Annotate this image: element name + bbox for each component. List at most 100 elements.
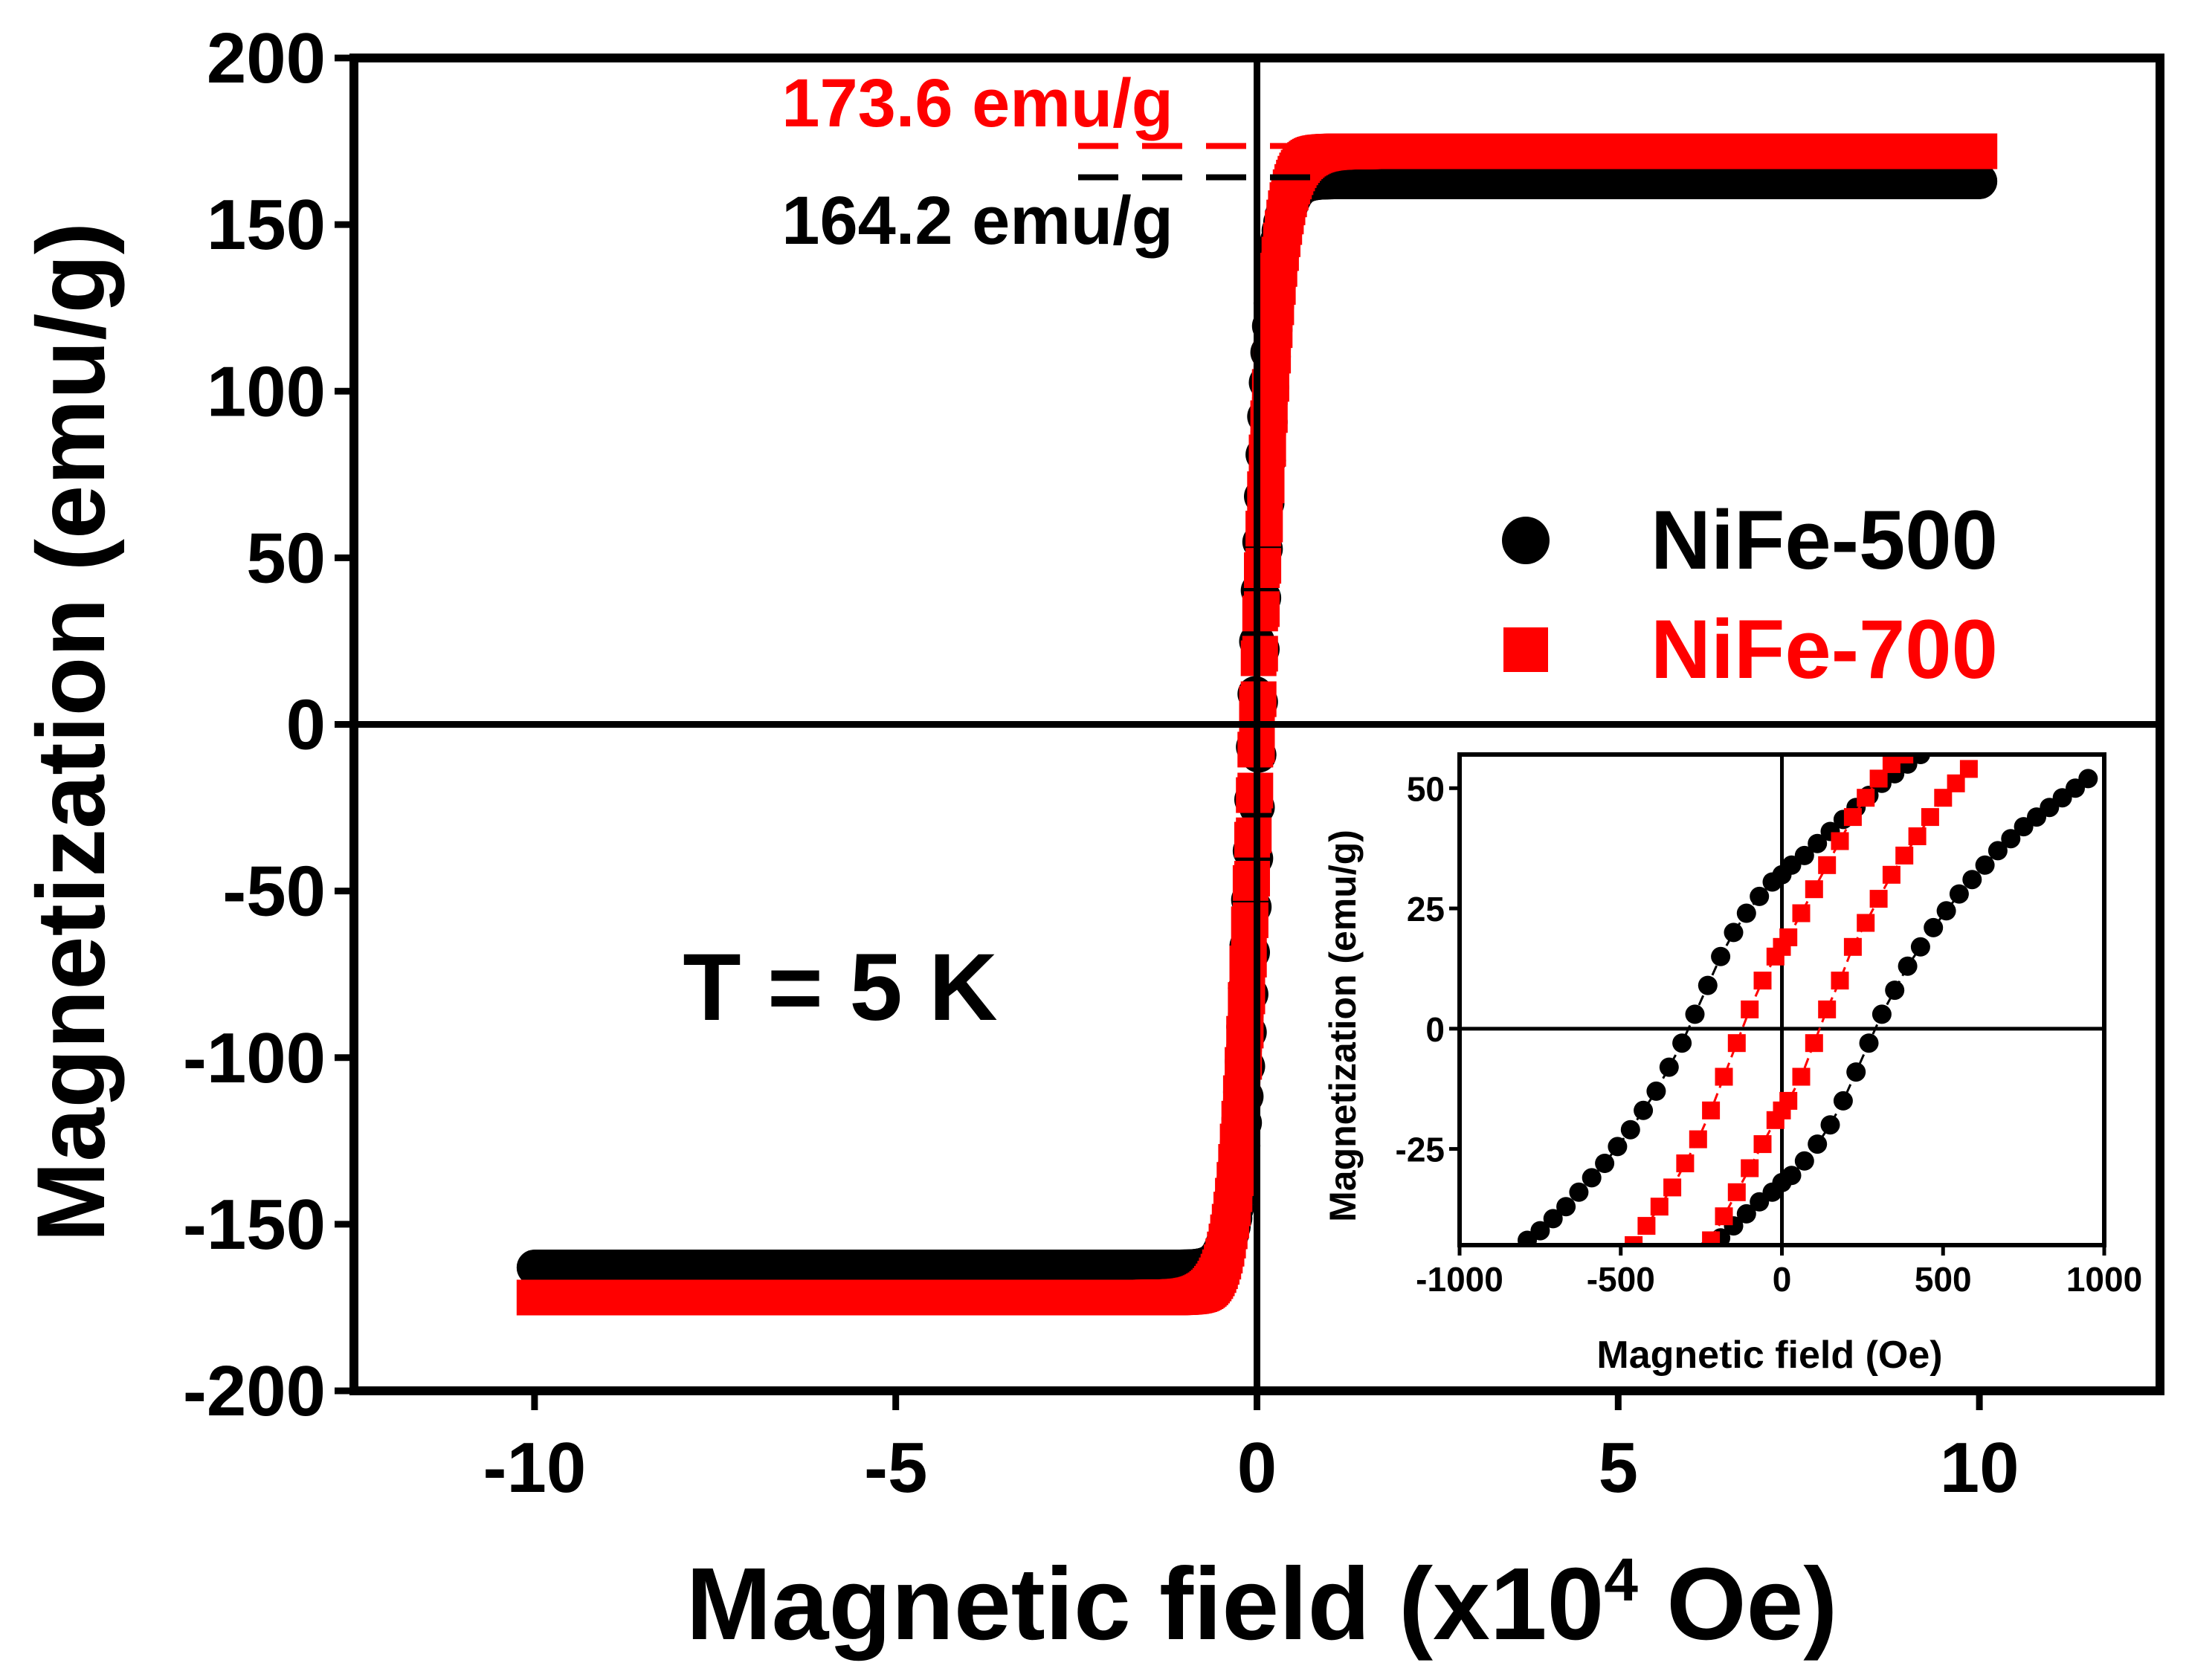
main-x-tick-label: 5 bbox=[1599, 1428, 1638, 1508]
main-x-axis-title-text: Magnetic field (x10 bbox=[686, 1547, 1605, 1661]
inset-y-tick-label: 25 bbox=[1407, 890, 1445, 928]
inset-point-nife-500 bbox=[1620, 1120, 1640, 1140]
inset-point-nife-700 bbox=[1689, 1130, 1707, 1148]
inset-point-nife-500 bbox=[1949, 884, 1969, 904]
legend-marker-nife-700 bbox=[1503, 627, 1548, 672]
inset-point-nife-500 bbox=[1833, 1091, 1853, 1111]
inset-point-nife-700 bbox=[1792, 904, 1811, 923]
inset-data-region bbox=[1460, 755, 2104, 1293]
inset-point-nife-500 bbox=[1672, 1033, 1692, 1053]
inset-x-axis-title: Magnetic field (Oe) bbox=[1596, 1334, 1942, 1377]
main-y-tick-label: -200 bbox=[183, 1351, 326, 1431]
inset-point-nife-500 bbox=[1846, 1062, 1866, 1082]
inset-point-nife-500 bbox=[1530, 1221, 1550, 1241]
main-x-axis-title-end: Oe) bbox=[1638, 1547, 1837, 1661]
inset-point-nife-700 bbox=[1843, 937, 1862, 956]
inset-point-nife-700 bbox=[1882, 865, 1901, 884]
inset-point-nife-500 bbox=[1672, 1264, 1692, 1284]
inset-point-nife-700 bbox=[1702, 1231, 1721, 1245]
main-point-nife-700 bbox=[1232, 902, 1268, 938]
inset-y-tick-label: -25 bbox=[1396, 1131, 1445, 1169]
inset-point-nife-700 bbox=[1676, 1154, 1695, 1172]
legend: NiFe-500 NiFe-700 bbox=[1502, 494, 1998, 696]
inset-point-nife-500 bbox=[1808, 1134, 1828, 1154]
inset-point-nife-500 bbox=[1898, 956, 1918, 976]
ms-label-nife-500: 164.2 emu/g bbox=[781, 183, 1173, 259]
inset-point-nife-500 bbox=[1634, 1100, 1654, 1120]
inset-point-nife-700 bbox=[1702, 1101, 1721, 1120]
inset-point-nife-500 bbox=[1660, 1274, 1679, 1293]
main-y-tick-label: 0 bbox=[286, 685, 326, 765]
inset-point-nife-500 bbox=[1794, 1151, 1814, 1171]
inset-point-nife-500 bbox=[1910, 937, 1930, 957]
inset-point-nife-700 bbox=[1727, 1034, 1746, 1053]
inset-point-nife-700 bbox=[1689, 1250, 1707, 1268]
inset-point-nife-700 bbox=[1921, 808, 1939, 827]
main-x-tick-label: -10 bbox=[483, 1428, 587, 1508]
inset-point-nife-500 bbox=[1659, 1057, 1679, 1077]
inset-point-nife-500 bbox=[1608, 1137, 1628, 1157]
inset-point-nife-500 bbox=[1987, 841, 2008, 861]
inset-x-tick-label: 1000 bbox=[2066, 1260, 2142, 1299]
inset-point-nife-500 bbox=[1924, 917, 1944, 937]
inset-point-nife-500 bbox=[1872, 1004, 1892, 1024]
main-point-nife-700 bbox=[1231, 941, 1267, 978]
inset-point-nife-500 bbox=[1859, 1033, 1879, 1053]
inset-point-nife-700 bbox=[1831, 972, 1849, 990]
main-y-tick-label: 200 bbox=[207, 19, 326, 98]
inset-point-nife-500 bbox=[1543, 1209, 1563, 1229]
main-y-tick-label: -100 bbox=[183, 1018, 326, 1098]
temperature-label: T = 5 K bbox=[683, 934, 997, 1041]
inset-point-nife-700 bbox=[1753, 972, 1772, 990]
inset-point-nife-700 bbox=[1895, 846, 1914, 865]
inset-point-nife-700 bbox=[1715, 1067, 1733, 1086]
inset-point-nife-500 bbox=[1885, 980, 1905, 1001]
main-point-nife-500 bbox=[1961, 163, 1998, 199]
main-y-axis-title: Magnetization (emu/g) bbox=[16, 222, 125, 1242]
inset-point-nife-500 bbox=[1820, 1115, 1840, 1135]
inset-point-nife-700 bbox=[1857, 914, 1875, 932]
inset-x-tick-label: 500 bbox=[1915, 1260, 1972, 1299]
main-x-tick-label: -5 bbox=[864, 1428, 927, 1508]
inset-point-nife-700 bbox=[1727, 1183, 1746, 1201]
inset-point-nife-500 bbox=[1936, 901, 1956, 921]
inset-point-nife-700 bbox=[1959, 760, 1978, 778]
inset-point-nife-700 bbox=[1753, 1135, 1772, 1154]
inset-point-nife-700 bbox=[1637, 1217, 1656, 1235]
inset-point-nife-500 bbox=[1686, 1253, 1705, 1272]
main-point-nife-700 bbox=[1247, 506, 1283, 543]
inset-series-nife-700 bbox=[1625, 755, 1978, 1288]
inset-point-nife-700 bbox=[1741, 1159, 1759, 1177]
inset-x-tick-label: -1000 bbox=[1416, 1260, 1503, 1299]
inset-point-nife-700 bbox=[1779, 928, 1798, 946]
inset-point-nife-700 bbox=[1818, 856, 1837, 874]
main-point-nife-700 bbox=[1961, 133, 1998, 169]
inset-point-nife-700 bbox=[1650, 1198, 1669, 1216]
inset-point-nife-500 bbox=[1724, 923, 1744, 943]
inset-point-nife-500 bbox=[1910, 755, 1930, 764]
inset-point-nife-500 bbox=[1794, 845, 1814, 865]
main-point-nife-700 bbox=[1244, 591, 1280, 627]
inset-point-nife-700 bbox=[1663, 1178, 1682, 1197]
inset-point-nife-500 bbox=[1750, 886, 1770, 906]
inset-point-nife-500 bbox=[2001, 829, 2021, 849]
inset-point-nife-700 bbox=[1908, 827, 1927, 845]
inset-point-nife-700 bbox=[1779, 1091, 1798, 1110]
inset-point-nife-500 bbox=[1711, 946, 1731, 966]
inset-point-nife-700 bbox=[1869, 890, 1888, 908]
main-y-tick-label: 50 bbox=[246, 518, 326, 598]
inset-point-nife-500 bbox=[1569, 1182, 1589, 1202]
inset-x-tick-label: 0 bbox=[1773, 1260, 1792, 1299]
inset-point-nife-500 bbox=[1646, 1081, 1666, 1101]
inset-point-nife-700 bbox=[1857, 789, 1875, 807]
ms-label-nife-700: 173.6 emu/g bbox=[781, 65, 1173, 141]
main-x-tick-label: 10 bbox=[1940, 1428, 2019, 1508]
inset-point-nife-700 bbox=[1831, 832, 1849, 850]
inset-point-nife-700 bbox=[1715, 1207, 1733, 1226]
inset-point-nife-500 bbox=[1736, 903, 1756, 923]
inset-point-nife-700 bbox=[1676, 1270, 1694, 1288]
inset-point-nife-500 bbox=[1556, 1197, 1576, 1217]
main-x-tick-label: 0 bbox=[1237, 1428, 1277, 1508]
